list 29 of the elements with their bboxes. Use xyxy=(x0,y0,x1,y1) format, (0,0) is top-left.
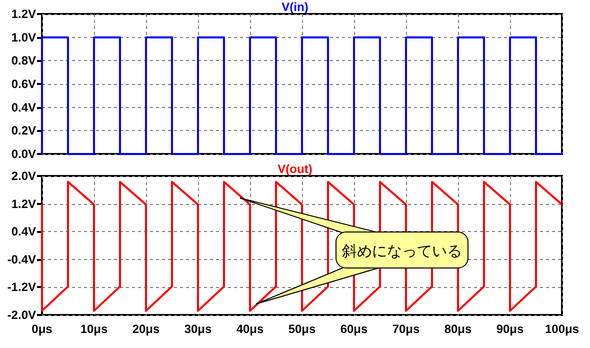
x-tick-label: 0μs xyxy=(32,322,53,336)
annotation: 斜めになっている xyxy=(342,242,462,260)
series-label: V(in) xyxy=(282,0,308,14)
x-tick-label: 60μs xyxy=(340,322,368,336)
x-tick-label: 80μs xyxy=(444,322,472,336)
series-label: V(out) xyxy=(278,162,312,176)
y-tick-label: 0.4V xyxy=(11,224,36,239)
x-tick-label: 30μs xyxy=(184,322,212,336)
y-tick-label: -0.4V xyxy=(7,252,36,266)
y-tick-label: 0.0V xyxy=(11,147,36,161)
x-tick-label: 10μs xyxy=(80,322,108,336)
y-tick-label: 0.8V xyxy=(11,54,36,68)
speech-balloon: 斜めになっている xyxy=(238,196,470,306)
y-tick-label: 0.2V xyxy=(11,124,36,138)
y-tick-label: 1.2V xyxy=(11,196,36,211)
x-tick-label: 40μs xyxy=(236,322,264,336)
x-tick-label: 70μs xyxy=(392,322,420,336)
y-tick-label: 1.2V xyxy=(11,7,36,21)
y-tick-label: -1.2V xyxy=(7,280,36,294)
line-series xyxy=(41,180,563,312)
x-tick-label: 100μs xyxy=(544,322,580,336)
y-tick-label: 0.4V xyxy=(11,100,36,114)
y-tick-label: 2.0V xyxy=(11,169,36,183)
y-tick-label: -2.0V xyxy=(7,308,36,322)
x-tick-label: 20μs xyxy=(132,322,160,336)
x-tick-label: 50μs xyxy=(288,322,316,336)
y-tick-label: 1.0V xyxy=(11,30,36,44)
x-tick-label: 90μs xyxy=(496,322,524,336)
y-tick-label: 0.6V xyxy=(11,77,36,91)
